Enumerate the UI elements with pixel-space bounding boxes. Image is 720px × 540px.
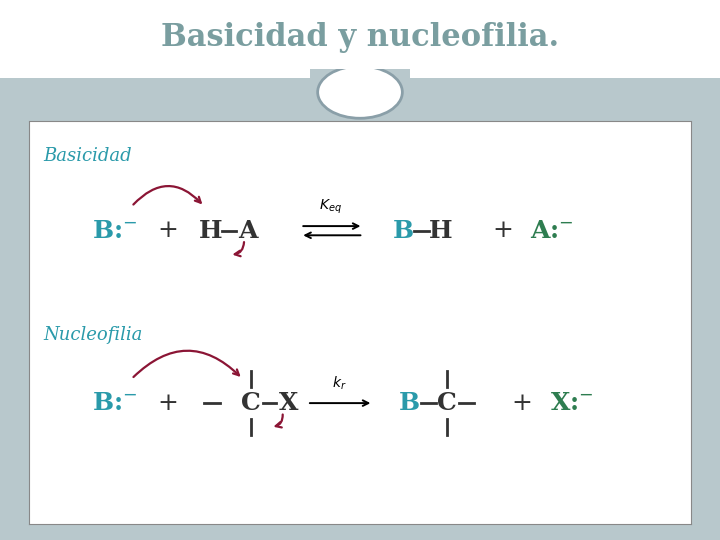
Text: H: H [199,219,222,242]
Text: $k_r$: $k_r$ [331,374,346,392]
Text: Nucleofilia: Nucleofilia [43,326,143,343]
Text: Basicidad: Basicidad [43,147,132,165]
Text: X: X [279,391,298,415]
Text: B: B [399,391,420,415]
Text: B: B [392,219,413,242]
Text: +: + [158,219,179,242]
Text: C: C [240,391,261,415]
Text: Basicidad y nucleofilia.: Basicidad y nucleofilia. [161,22,559,53]
Text: +: + [492,219,513,242]
Circle shape [318,66,402,118]
Text: +: + [158,392,179,415]
Text: A: A [238,219,258,242]
Text: X:$^{-}$: X:$^{-}$ [550,391,594,415]
Text: B:$^{-}$: B:$^{-}$ [92,219,138,242]
Text: $K_{eq}$: $K_{eq}$ [319,198,342,215]
Text: A:$^{-}$: A:$^{-}$ [530,219,574,242]
Text: B:$^{-}$: B:$^{-}$ [92,391,138,415]
Text: +: + [512,392,533,415]
Text: H: H [429,219,453,242]
Text: C: C [438,391,457,415]
